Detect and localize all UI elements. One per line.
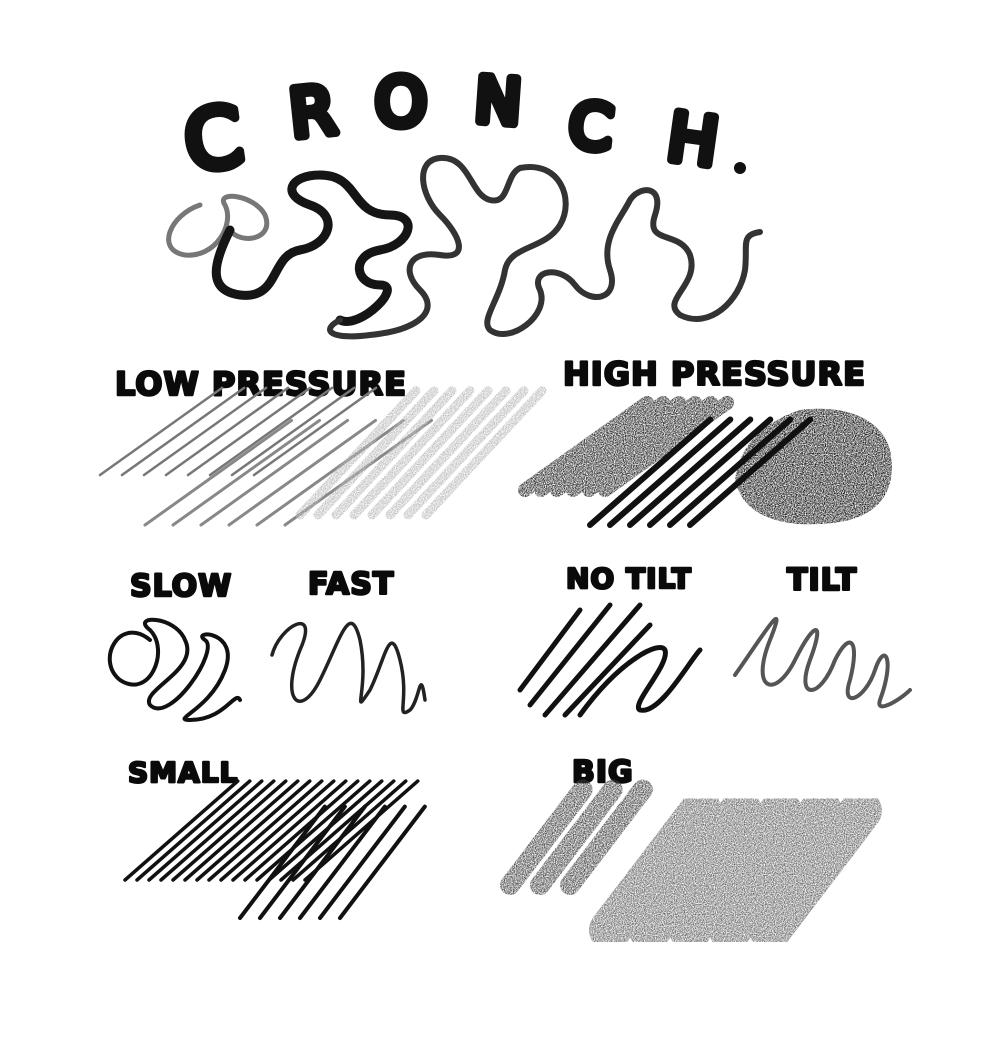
hatch-stroke [560, 779, 653, 895]
hatch-stroke [331, 386, 457, 520]
hatch-stroke [291, 779, 408, 882]
small-lines [123, 779, 420, 882]
brush-samples [98, 386, 882, 951]
hatch-stroke [219, 779, 336, 882]
low-pressure-soft [295, 386, 547, 520]
hatch-stroke [164, 386, 290, 477]
title-letter: R [286, 72, 340, 153]
hatch-stroke [500, 779, 593, 895]
hatch-stroke [147, 779, 264, 882]
hatch-stroke [120, 386, 246, 477]
slow-squiggle [107, 617, 242, 723]
hatch-stroke [709, 789, 842, 951]
title-letter: N [472, 63, 523, 139]
hatch-stroke [566, 395, 703, 497]
hatch-stroke [587, 416, 714, 528]
hatch-stroke [255, 779, 372, 882]
hatch-stroke [255, 418, 405, 527]
label-tilt: TILT [787, 563, 857, 598]
label-low-pressure: LOW PRESSURE [115, 365, 407, 403]
hatch-stroke [421, 386, 547, 520]
fast-squiggle [270, 621, 427, 715]
hatch-stroke [195, 779, 312, 882]
hatch-stroke [582, 395, 719, 497]
label-no-tilt: NO TILT [566, 562, 692, 595]
hatch-stroke [171, 418, 321, 527]
hatch-stroke [252, 386, 378, 477]
hatch-stroke [669, 789, 802, 951]
hatch-stroke [607, 416, 734, 528]
high-pressure-fill [735, 408, 892, 525]
label-fast: FAST [308, 567, 394, 602]
big-grainy [500, 779, 653, 895]
big-grainy-2 [589, 789, 882, 951]
squiggle-stroke [166, 155, 763, 340]
label-slow: SLOW [130, 569, 232, 604]
hatch-stroke [627, 416, 754, 528]
hatch-stroke [298, 804, 387, 920]
label-small: SMALL [128, 756, 238, 789]
hatch-stroke [186, 386, 312, 477]
hatch-stroke [243, 779, 360, 882]
title-period [734, 162, 746, 174]
hatch-stroke [598, 395, 735, 497]
hatch-stroke [295, 386, 421, 520]
title-letter: O [375, 64, 427, 141]
label-high-pressure: HIGH PRESSURE [563, 355, 866, 393]
title-letter: C [566, 88, 617, 165]
title-letter: H [663, 98, 723, 181]
hatch-stroke [231, 779, 348, 882]
hatch-stroke [647, 416, 774, 528]
hatch-stroke [199, 418, 349, 527]
hatch-stroke [338, 804, 427, 920]
hatch-stroke [403, 386, 529, 520]
hatch-stroke [238, 804, 327, 920]
hatch-stroke [230, 386, 356, 477]
title-letter: C [179, 89, 249, 191]
labels: LOW PRESSURE HIGH PRESSURE SLOW FAST NO … [114, 354, 866, 792]
hatch-stroke [183, 779, 300, 882]
no-tilt-strokes [517, 602, 703, 718]
hatch-stroke [385, 386, 511, 520]
hatch-stroke [208, 386, 334, 477]
hatch-stroke [171, 779, 288, 882]
hatch-stroke [518, 395, 655, 497]
hatch-stroke [207, 779, 324, 882]
hatch-stroke [278, 804, 367, 920]
hatch-stroke [227, 418, 377, 527]
hatch-stroke [318, 804, 407, 920]
high-pressure-grainy [518, 395, 735, 497]
hatch-stroke [135, 779, 252, 882]
hatch-stroke [629, 789, 762, 951]
low-pressure-lines [98, 386, 378, 477]
hatch-stroke [98, 386, 224, 477]
hatch-stroke [258, 804, 347, 920]
hatch-stroke [550, 395, 687, 497]
tilt-squiggle [733, 616, 912, 709]
hatch-stroke [143, 418, 293, 527]
small-lines-2 [238, 804, 427, 920]
hatch-stroke [123, 779, 240, 882]
hatch-stroke [142, 386, 268, 477]
hatch-stroke [749, 789, 882, 951]
hatch-stroke [313, 386, 439, 520]
hatch-stroke [534, 395, 671, 497]
hatch-stroke [349, 386, 475, 520]
hatch-stroke [159, 779, 276, 882]
hatch-stroke [530, 779, 623, 895]
hatch-stroke [367, 386, 493, 520]
hatch-stroke [589, 789, 722, 951]
